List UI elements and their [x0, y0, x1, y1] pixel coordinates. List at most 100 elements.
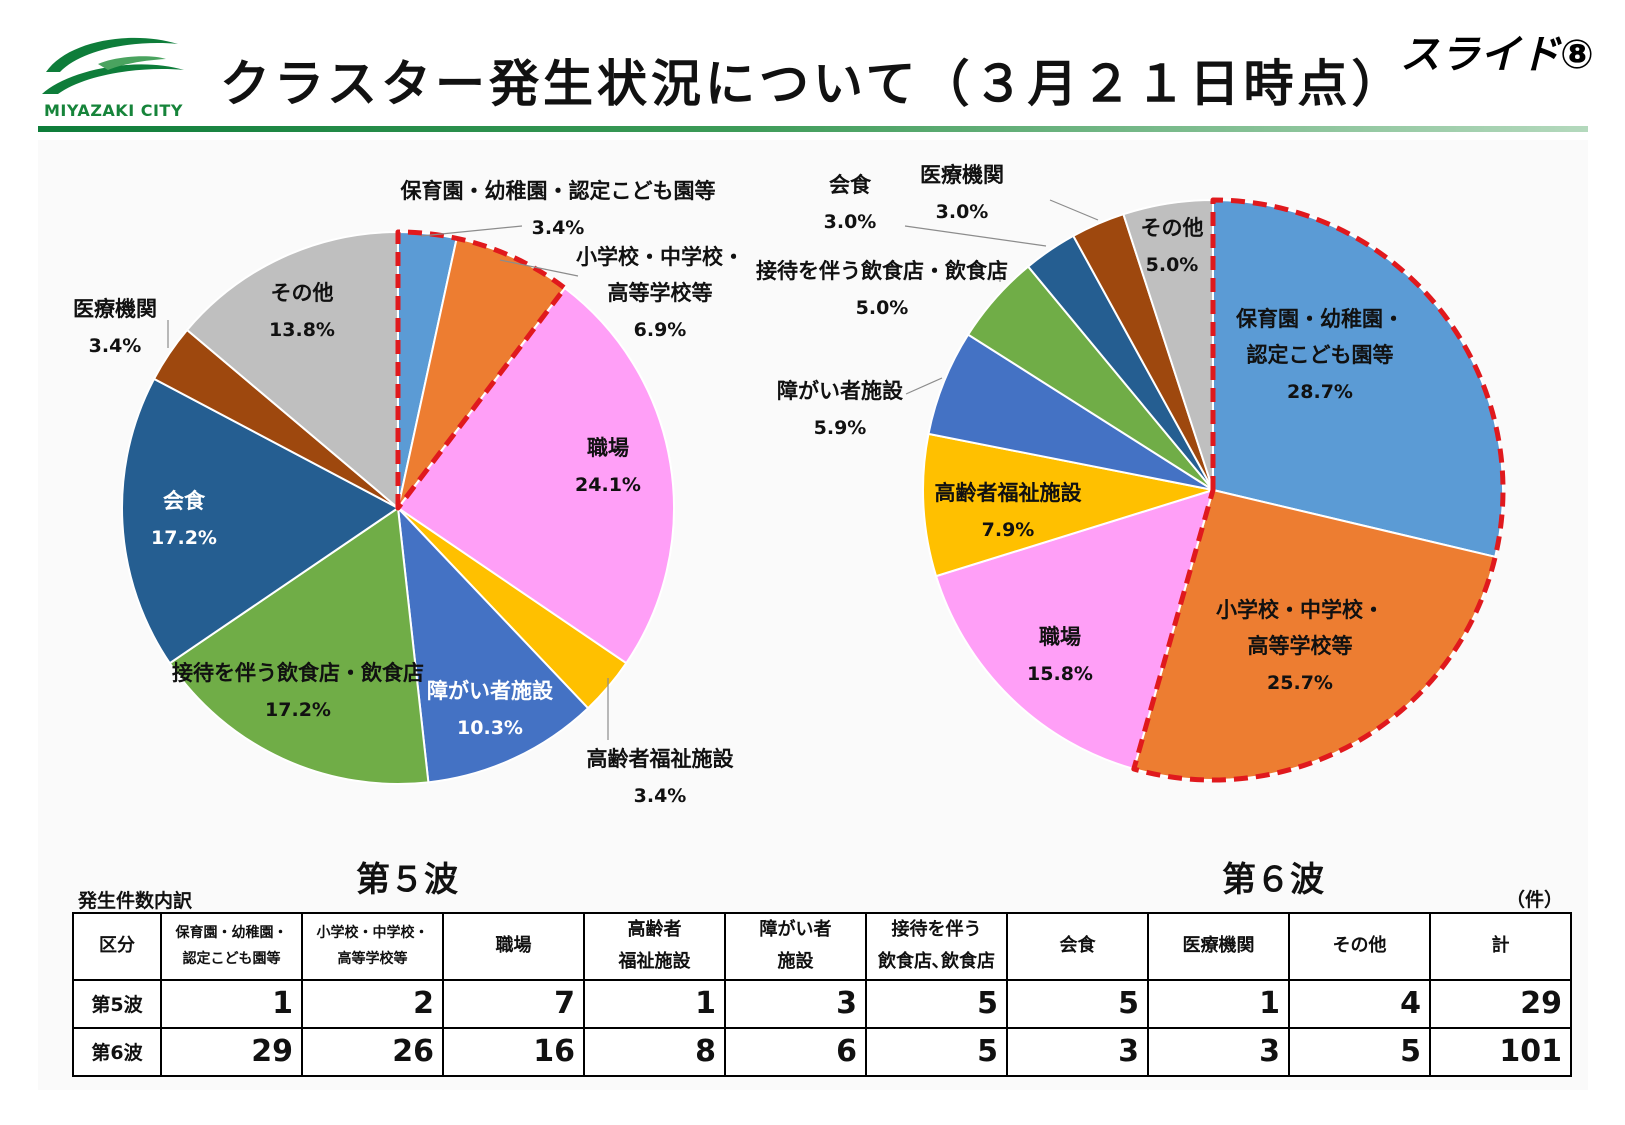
wave5-slice-other — [185, 230, 399, 511]
table-cell: 6 — [724, 1026, 867, 1077]
wave6-pct-label-disability: 5.9% — [814, 417, 867, 439]
logo-swoosh-bottom — [42, 64, 184, 94]
wave6-pct-label-restaurant: 5.0% — [856, 297, 909, 319]
wave6-name-label-disability: 障がい者施設 — [777, 379, 904, 403]
wave5-name-label-school: 小学校・中学校・ — [576, 245, 744, 269]
wave6-name-label-nursery: 保育園・幼稚園・ — [1235, 307, 1404, 331]
wave6-name-label-restaurant: 接待を伴う飲食店・飲食店 — [756, 259, 1008, 283]
wave5-pct-label-workplace: 24.1% — [575, 474, 641, 496]
header-divider — [38, 126, 1588, 132]
table-cell: 1 — [1147, 978, 1290, 1029]
slide-number-label: スライド⑧ — [1400, 32, 1594, 78]
wave5-pct-label-school: 6.9% — [634, 319, 687, 341]
col-header-medical: 医療機関 — [1147, 912, 1290, 981]
wave6-leader-line-medical — [1049, 199, 1099, 221]
wave5-slice-dining — [121, 377, 400, 665]
col-header-line: 飲食店､飲食店 — [878, 951, 995, 973]
wave6-pct-label-nursery: 28.7% — [1287, 381, 1353, 403]
logo-text: MIYAZAKI CITY — [44, 101, 183, 120]
wave6-pct-label-workplace: 15.8% — [1027, 663, 1093, 685]
col-header-line: 小学校・中学校・ — [316, 924, 429, 941]
wave6-pct-label-other: 5.0% — [1146, 254, 1199, 276]
wave5-pct-label-nursery: 3.4% — [532, 217, 585, 239]
wave5-pct-label-restaurant: 17.2% — [265, 699, 331, 721]
table-cell: 1 — [160, 978, 303, 1029]
col-header-line: 障がい者 — [759, 919, 832, 940]
table-unit: （件） — [1506, 889, 1564, 911]
wave6-slice-elderly-care — [922, 432, 1214, 578]
wave6-chart-title: 第６波 — [1222, 860, 1324, 900]
table-cell: 3 — [724, 978, 867, 1029]
col-header-elderly-care: 高齢者 福祉施設 — [583, 912, 726, 981]
wave5-chart-title: 第５波 — [356, 860, 458, 900]
table-caption: 発生件数内訳 — [78, 890, 193, 912]
table-cell: 5 — [1006, 978, 1149, 1029]
wave6-name-label-workplace: 職場 — [1039, 625, 1081, 649]
table-cell: 5 — [1288, 1026, 1431, 1077]
wave5-pct-label-dining: 17.2% — [151, 527, 217, 549]
wave5-name-label-school: 高等学校等 — [608, 281, 713, 305]
wave5-name-label-restaurant: 接待を伴う飲食店・飲食店 — [172, 661, 424, 685]
table-cell: 5 — [865, 978, 1008, 1029]
wave6-name-label-school: 高等学校等 — [1248, 634, 1353, 658]
table-cell: 3 — [1006, 1026, 1149, 1077]
col-header-line: 施設 — [777, 951, 814, 973]
col-header-line: 接待を伴う — [891, 919, 982, 940]
table-cell-total: 29 — [1429, 978, 1572, 1029]
wave5-name-label-dining: 会食 — [163, 489, 206, 513]
wave5-highlight-outline — [395, 229, 568, 511]
wave5-pct-label-other: 13.8% — [269, 319, 335, 341]
wave6-name-label-school: 小学校・中学校・ — [1216, 598, 1384, 622]
wave6-name-label-dining: 会食 — [829, 173, 872, 197]
col-header-disability-facility: 障がい者 施設 — [724, 912, 867, 981]
col-header-line: 認定こども園等 — [182, 951, 281, 968]
wave5-pie: 保育園・幼稚園・認定こども園等 3.4% 小学校・中学校・高等学校等 6.9% 職場 24… — [73, 179, 744, 807]
table-row-wave6: 第6波 29 26 16 8 6 5 3 3 5 101 — [72, 1026, 1572, 1077]
wave6-highlight-outline — [1131, 197, 1506, 783]
wave6-pie: 保育園・幼稚園・認定こども園等 28.7% 小学校・中学校・高等学校等 25.7% 職場… — [756, 163, 1506, 783]
col-header-school: 小学校・中学校・ 高等学校等 — [301, 912, 444, 981]
wave5-slice-restaurant — [168, 506, 430, 785]
wave5-name-label-disability: 障がい者施設 — [427, 679, 554, 703]
table-cell: 16 — [442, 1026, 585, 1077]
logo-swoosh-top — [46, 37, 178, 72]
breakdown-table: 区分 保育園・幼稚園・ 認定こども園等 小学校・中学校・ 高等学校等 職場 高齢者福… — [72, 912, 1572, 1077]
table-cell: 4 — [1288, 978, 1431, 1029]
wave5-name-label-medical: 医療機関 — [73, 297, 157, 321]
wave6-name-label-other: その他 — [1141, 216, 1204, 240]
wave5-slice-disability — [396, 505, 590, 784]
col-header-other: その他 — [1288, 912, 1431, 981]
table-cell: 29 — [160, 1026, 303, 1077]
wave6-pct-label-school: 25.7% — [1267, 672, 1333, 694]
wave5-leader-line-school — [499, 259, 579, 277]
col-header-restaurant: 接待を伴う飲食店､飲食店 — [865, 912, 1008, 981]
table-cell: 3 — [1147, 1026, 1290, 1077]
table-cell: 1 — [583, 978, 726, 1029]
miyazaki-city-logo — [42, 37, 184, 94]
col-header-dining: 会食 — [1006, 912, 1149, 981]
wave6-slice-workplace — [934, 488, 1215, 771]
row-label: 第6波 — [72, 1026, 162, 1077]
table-header-row: 区分 保育園・幼稚園・ 認定こども園等 小学校・中学校・ 高等学校等 職場 高齢者福… — [72, 912, 1572, 981]
wave5-leader-line-nursery — [420, 225, 523, 237]
wave5-pct-label-disability: 10.3% — [457, 717, 523, 739]
wave6-pct-label-elderly-care: 7.9% — [982, 519, 1035, 541]
wave5-slice-workplace — [396, 286, 675, 665]
wave6-pct-label-medical: 3.0% — [936, 201, 989, 223]
table-row-wave5: 第5波 1 2 7 1 3 5 5 1 4 29 — [72, 978, 1572, 1029]
table-cell: 2 — [301, 978, 444, 1029]
table-cell: 26 — [301, 1026, 444, 1077]
wave6-leader-line-disability — [905, 377, 943, 395]
col-header-nursery: 保育園・幼稚園・ 認定こども園等 — [160, 912, 303, 981]
wave6-pct-label-dining: 3.0% — [824, 211, 877, 233]
table-cell: 5 — [865, 1026, 1008, 1077]
wave5-name-label-nursery: 保育園・幼稚園・認定こども園等 — [400, 179, 716, 203]
wave6-name-label-nursery: 認定こども園等 — [1247, 343, 1394, 367]
wave5-name-label-other: その他 — [271, 281, 334, 305]
table-cell-total: 101 — [1429, 1026, 1572, 1077]
col-header-total: 計 — [1429, 912, 1572, 981]
col-header-line: 福祉施設 — [618, 951, 691, 973]
col-header-line: 高齢者 — [627, 919, 682, 940]
col-header-line: 保育園・幼稚園・ — [175, 924, 288, 941]
